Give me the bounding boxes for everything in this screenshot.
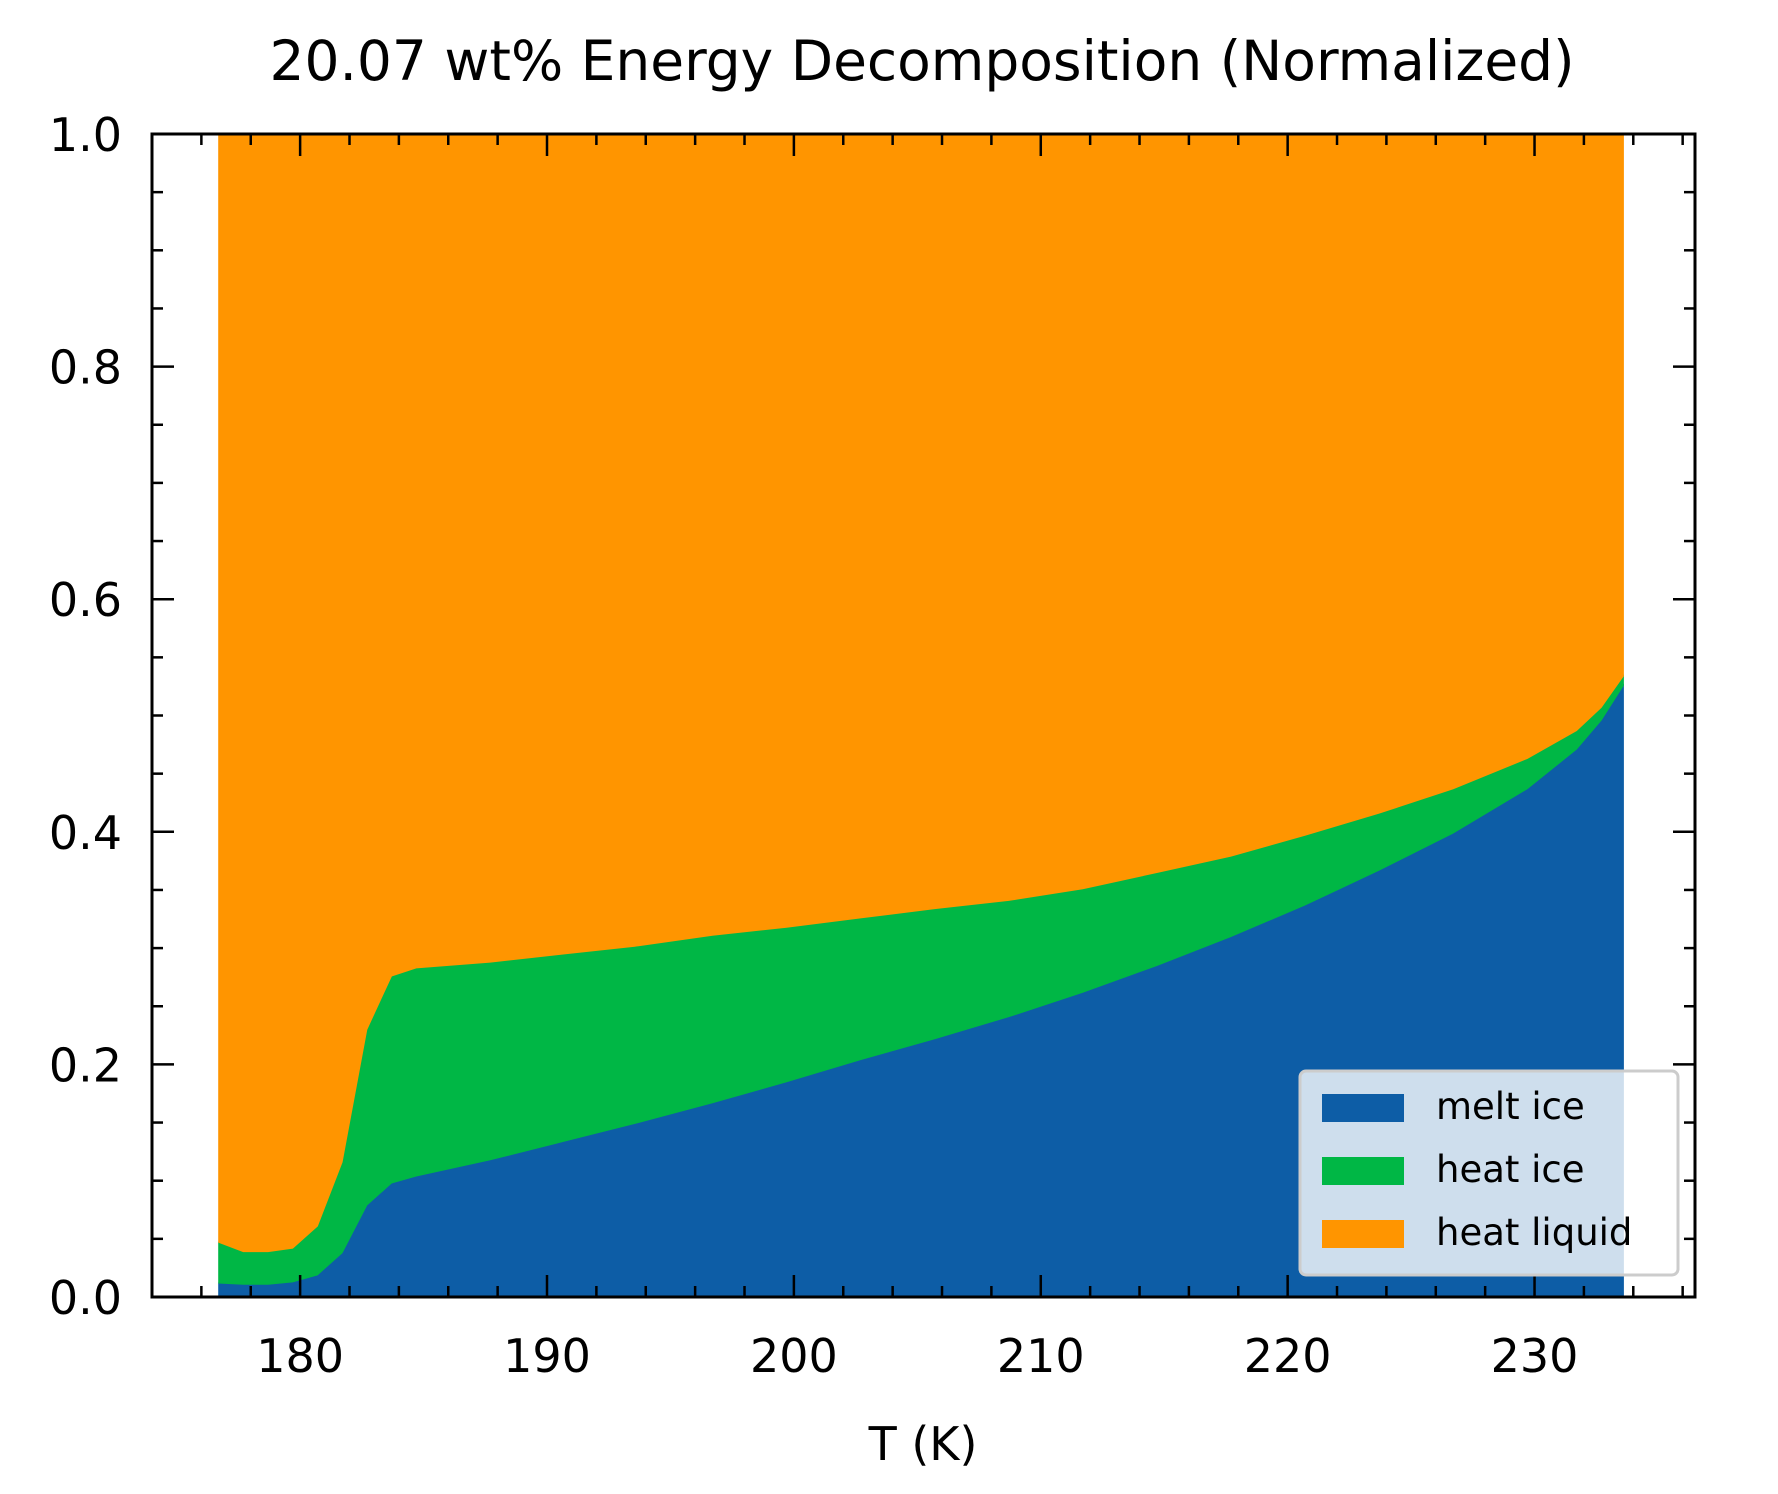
legend-swatch: [1322, 1094, 1404, 1122]
x-tick-label: 190: [503, 1329, 591, 1383]
y-tick-label: 0.8: [49, 341, 122, 395]
legend-label: heat liquid: [1436, 1211, 1632, 1254]
x-tick-label: 210: [997, 1329, 1085, 1383]
y-tick-label: 0.2: [49, 1038, 122, 1092]
x-tick-label: 180: [256, 1329, 344, 1383]
x-tick-labels: 180 190 200 210 220 230: [256, 1329, 1578, 1383]
legend-label: melt ice: [1436, 1085, 1585, 1128]
chart-title: 20.07 wt% Energy Decomposition (Normaliz…: [269, 29, 1574, 93]
y-tick-label: 0.4: [49, 806, 122, 860]
legend-swatch: [1322, 1220, 1404, 1248]
y-tick-label: 0.6: [49, 573, 122, 627]
plot-frame: [150, 132, 1697, 1299]
y-tick-labels: 0.0 0.2 0.4 0.6 0.8 1.0: [49, 108, 122, 1325]
y-tick-label: 1.0: [49, 108, 122, 162]
legend-label: heat ice: [1436, 1148, 1585, 1191]
x-tick-label: 220: [1244, 1329, 1332, 1383]
x-tick-label: 230: [1491, 1329, 1579, 1383]
x-tick-label: 200: [750, 1329, 838, 1383]
y-tick-label: 0.0: [49, 1271, 122, 1325]
x-axis-label: T (K): [868, 1417, 978, 1471]
axis-ticks: [152, 132, 1695, 1299]
legend: melt ice heat ice heat liquid: [1298, 1069, 1680, 1277]
legend-swatch: [1322, 1157, 1404, 1185]
